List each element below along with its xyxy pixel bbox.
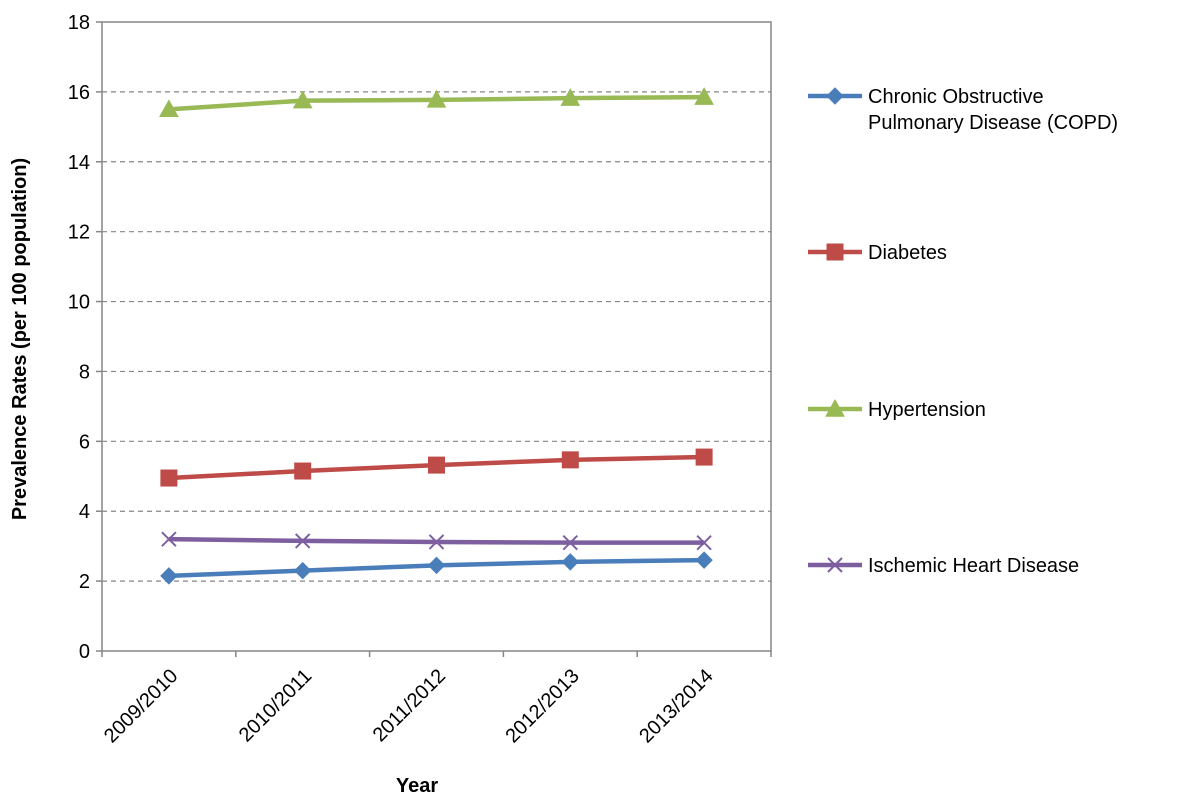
data-point [293,561,312,580]
data-point [695,551,713,569]
y-tick-label: 0 [79,641,90,663]
legend: Chronic Obstructive Pulmonary Disease (CO… [808,86,1118,577]
x-axis-title: Year [396,775,438,797]
data-point [292,90,313,109]
legend-item: Diabetes [808,242,947,264]
legend-item: Hypertension [808,398,986,421]
x-tick-label: 2011/2012 [369,665,450,746]
axes: 0 2 4 6 8 10 12 14 16 18 2009/2010 2010/2011 2011/20… [68,12,772,747]
data-point [160,469,178,487]
data-point [428,456,445,474]
data-point [695,448,713,466]
data-point [827,557,843,573]
data-point [426,89,447,108]
data-point [294,462,312,480]
x-tick-label: 2013/2014 [635,665,717,747]
data-point [561,451,579,469]
data-point [561,553,580,571]
x-tick-label: 2010/2011 [235,665,316,746]
y-tick-label: 18 [68,12,90,34]
y-tick-label: 2 [79,571,90,593]
data-point [427,556,446,575]
legend-label: Ischemic Heart Disease [868,555,1079,577]
y-tick-label: 6 [79,431,90,453]
series-group [160,551,713,585]
data-point [161,531,177,547]
y-tick-label: 14 [68,152,90,174]
y-tick-label: 16 [68,82,90,104]
x-tick-label: 2009/2010 [100,665,182,747]
data-point [826,87,844,105]
y-tick-label: 8 [79,361,90,383]
data-point [560,88,581,106]
legend-label: Hypertension [868,399,986,421]
data-point [826,243,844,261]
data-point [696,534,712,551]
data-point [160,567,178,585]
data-point [159,99,179,118]
x-tick-label: 2012/2013 [501,665,583,747]
plot-area-border [101,21,772,652]
legend-label: Pulmonary Disease (COPD) [868,112,1118,134]
legend-item: Chronic Obstructive Pulmonary Disease (CO… [808,86,1118,134]
series-lines [159,87,714,585]
y-axis-title: Prevalence Rates (per 100 population) [9,158,31,520]
data-point [294,533,311,549]
y-tick-label: 10 [68,292,90,314]
legend-item: Ischemic Heart Disease [808,555,1079,577]
gridlines [102,91,771,582]
legend-label: Chronic Obstructive [868,86,1044,108]
y-tick-label: 12 [68,222,90,244]
y-tick-label: 4 [79,501,90,523]
data-point [562,534,579,551]
data-point [694,87,714,105]
data-point [825,398,845,417]
series-group [160,448,713,487]
series-group [159,87,714,118]
legend-label: Diabetes [868,242,947,264]
data-point [428,534,445,550]
series-group [161,531,712,551]
